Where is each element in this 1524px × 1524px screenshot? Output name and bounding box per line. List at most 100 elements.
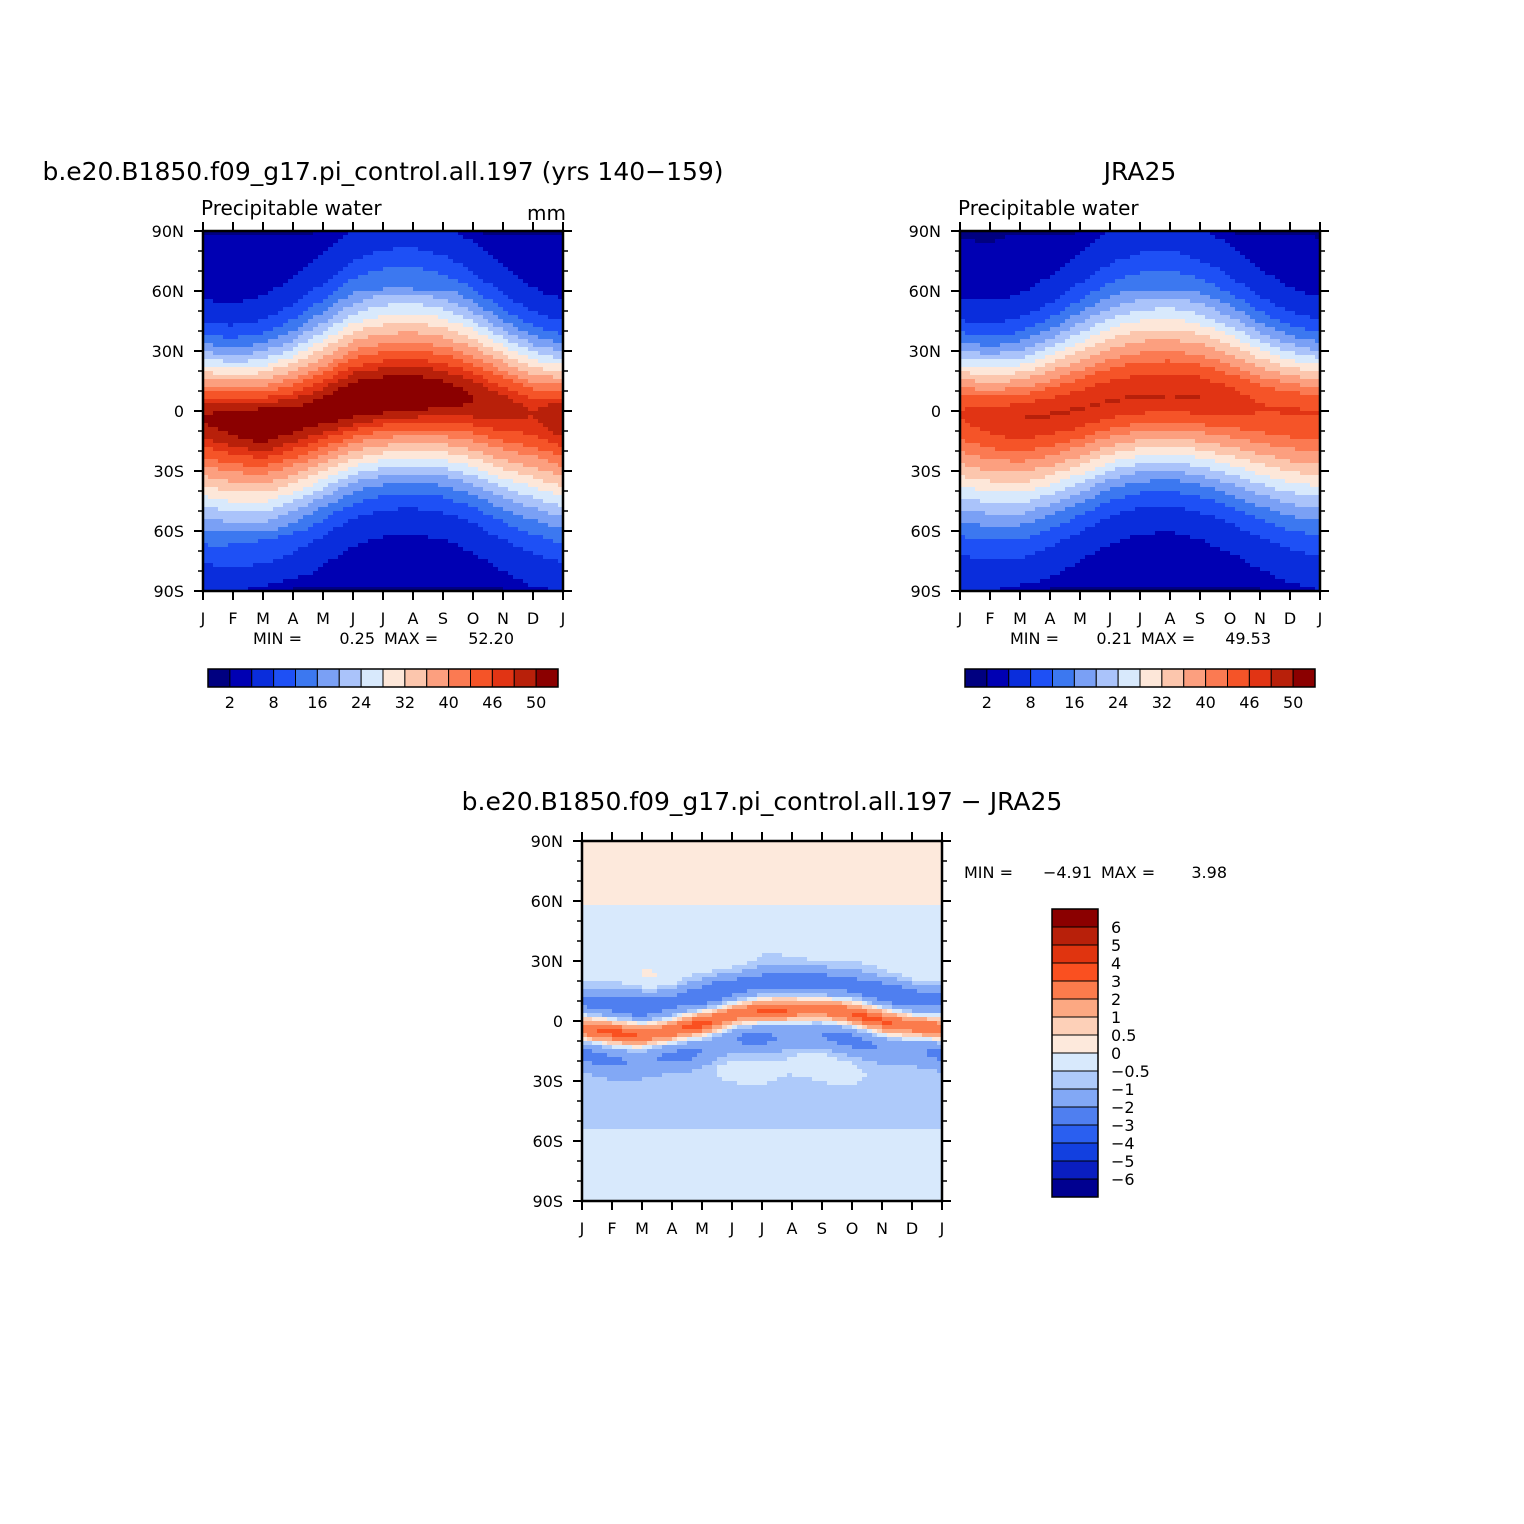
heatmap-cell (283, 451, 289, 456)
heatmap-cell (393, 483, 399, 488)
heatmap-cell (383, 459, 389, 464)
heatmap-cell (363, 495, 369, 500)
heatmap-cell (333, 431, 339, 436)
heatmap-cell (438, 239, 444, 244)
heatmap-cell (433, 255, 439, 260)
heatmap-cell (228, 343, 234, 348)
heatmap-cell (343, 279, 349, 284)
heatmap-cell (338, 299, 344, 304)
heatmap-cell (458, 379, 464, 384)
heatmap-cell (433, 475, 439, 480)
heatmap-cell (558, 471, 563, 476)
heatmap-cell (388, 323, 394, 328)
heatmap-cell (448, 335, 454, 340)
heatmap-cell (503, 455, 509, 460)
heatmap-cell (413, 479, 419, 484)
heatmap-cell (503, 415, 509, 420)
heatmap-cell (288, 431, 294, 436)
heatmap-cell (313, 363, 319, 368)
heatmap-cell (308, 275, 314, 280)
heatmap-cell (218, 287, 224, 292)
heatmap-cell (383, 439, 389, 444)
heatmap-cell (553, 435, 559, 440)
heatmap-cell (253, 359, 259, 364)
heatmap-cell (248, 487, 254, 492)
heatmap-cell (358, 251, 364, 256)
heatmap-cell (433, 399, 439, 404)
heatmap-cell (303, 479, 309, 484)
heatmap-cell (528, 495, 534, 500)
heatmap-cell (343, 331, 349, 336)
heatmap-cell (483, 327, 489, 332)
heatmap-cell (208, 311, 214, 316)
heatmap-cell (338, 347, 344, 352)
heatmap-cell (298, 399, 304, 404)
heatmap-cell (323, 387, 329, 392)
heatmap-cell (523, 287, 529, 292)
heatmap-cell (463, 231, 469, 236)
heatmap-cell (543, 275, 549, 280)
heatmap-cell (443, 487, 449, 492)
heatmap-cell (363, 403, 369, 408)
heatmap-cell (228, 475, 234, 480)
heatmap-cell (358, 315, 364, 320)
heatmap-cell (233, 399, 239, 404)
heatmap-cell (408, 407, 414, 412)
heatmap-cell (483, 499, 489, 504)
heatmap-cell (288, 411, 294, 416)
heatmap-cell (523, 343, 529, 348)
heatmap-cell (378, 287, 384, 292)
heatmap-cell (208, 351, 214, 356)
heatmap-cell (303, 303, 309, 308)
heatmap-cell (438, 483, 444, 488)
heatmap-cell (348, 251, 354, 256)
heatmap-cell (258, 239, 264, 244)
heatmap-cell (523, 395, 529, 400)
heatmap-cell (313, 451, 319, 456)
heatmap-cell (348, 295, 354, 300)
heatmap-cell (393, 231, 399, 236)
heatmap-cell (378, 387, 384, 392)
heatmap-cell (338, 423, 344, 428)
heatmap-cell (558, 367, 563, 372)
heatmap-cell (483, 339, 489, 344)
heatmap-cell (458, 463, 464, 468)
heatmap-cell (443, 311, 449, 316)
heatmap-cell (398, 391, 404, 396)
heatmap-cell (358, 247, 364, 252)
heatmap-cell (363, 463, 369, 468)
heatmap-cell (208, 487, 214, 492)
heatmap-cell (278, 467, 284, 472)
heatmap-cell (378, 395, 384, 400)
heatmap-cell (298, 371, 304, 376)
heatmap-cell (363, 239, 369, 244)
heatmap-cell (208, 243, 214, 248)
heatmap-cell (208, 499, 214, 504)
heatmap-cell (248, 475, 254, 480)
heatmap-cell (318, 311, 324, 316)
heatmap-cell (468, 243, 474, 248)
heatmap-cell (393, 347, 399, 352)
heatmap-cell (388, 435, 394, 440)
heatmap-cell (378, 231, 384, 236)
heatmap-cell (523, 383, 529, 388)
heatmap-cell (403, 283, 409, 288)
heatmap-cell (373, 347, 379, 352)
heatmap-cell (373, 419, 379, 424)
heatmap-cell (448, 423, 454, 428)
heatmap-cell (258, 435, 264, 440)
heatmap-cell (483, 291, 489, 296)
heatmap-cell (268, 399, 274, 404)
heatmap-cell (273, 343, 279, 348)
heatmap-cell (433, 351, 439, 356)
heatmap-cell (408, 487, 414, 492)
heatmap-cell (313, 243, 319, 248)
heatmap-cell (403, 499, 409, 504)
heatmap-cell (553, 459, 559, 464)
heatmap-cell (553, 311, 559, 316)
heatmap-cell (298, 291, 304, 296)
heatmap-cell (383, 279, 389, 284)
heatmap-cell (398, 395, 404, 400)
heatmap-cell (338, 271, 344, 276)
heatmap-cell (443, 443, 449, 448)
